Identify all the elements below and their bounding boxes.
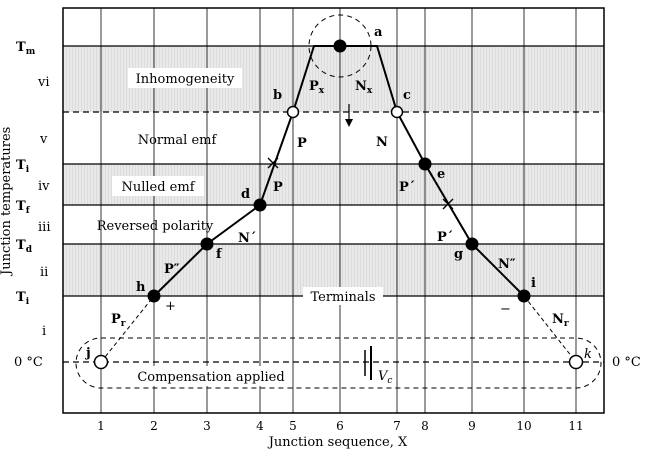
point-label-c: c xyxy=(403,88,411,103)
junction-d xyxy=(253,198,267,212)
segment-labels: Px Nx P P N´ P″ Pr N P´ P´ N″ Nr xyxy=(111,79,569,329)
y-level-labels: Tm Ti Tf Td Ti xyxy=(16,40,36,307)
point-labels: j h f d b a c e g i k xyxy=(85,25,592,362)
point-label-f: f xyxy=(216,247,223,262)
x-tick-labels: 1 2 3 4 5 6 7 8 9 10 11 xyxy=(97,419,583,433)
y-axis-title: Junction temperatures xyxy=(0,127,14,277)
region-label-reversed-polarity: Reversed polarity xyxy=(97,219,214,234)
x-tick-7: 7 xyxy=(393,419,401,433)
y-level-tm: Tm xyxy=(16,40,36,57)
x-tick-1: 1 xyxy=(97,419,105,433)
compensation-boundary xyxy=(75,337,602,389)
segment-label-p-upper-left: P xyxy=(297,136,307,151)
point-label-j: j xyxy=(85,346,91,361)
point-label-b: b xyxy=(273,88,282,103)
y-level-tf: Tf xyxy=(16,199,31,216)
x-tick-10: 10 xyxy=(516,419,531,433)
zone-v: v xyxy=(39,132,48,147)
y-level-zero: 0 °C xyxy=(14,355,43,370)
segment-label-px: Px xyxy=(309,79,325,96)
point-label-h: h xyxy=(136,280,146,295)
segment-label-p-prime-upper: P´ xyxy=(399,180,415,195)
zone-iii: iii xyxy=(38,220,50,235)
plot-frame xyxy=(62,7,605,414)
point-label-e: e xyxy=(437,167,445,182)
region-label-nulled-emf: Nulled emf xyxy=(121,180,195,195)
junction-e xyxy=(418,157,432,171)
cross-marks xyxy=(267,157,454,210)
segment-label-n-upper-right: N xyxy=(376,135,388,150)
point-label-d: d xyxy=(241,187,250,202)
point-label-a: a xyxy=(374,25,383,40)
zone-ii: ii xyxy=(40,265,48,280)
point-label-i: i xyxy=(531,276,536,291)
point-label-k: k xyxy=(584,347,592,362)
y-level-td: Td xyxy=(16,238,33,255)
segment-label-n-double-prime: N″ xyxy=(498,257,516,272)
zone-vi: vi xyxy=(37,75,50,90)
zone-i: i xyxy=(42,324,46,339)
zone-iv: iv xyxy=(38,179,50,194)
down-arrow-icon xyxy=(345,104,353,127)
x-tick-6: 6 xyxy=(336,419,344,433)
segment-label-n-prime: N´ xyxy=(238,231,256,246)
lead-pr xyxy=(100,295,155,363)
junction-f xyxy=(200,237,214,251)
x-tick-3: 3 xyxy=(203,419,211,433)
x-tick-4: 4 xyxy=(256,419,264,433)
segment-label-p-lower-left: P xyxy=(273,180,283,195)
x-tick-9: 9 xyxy=(468,419,476,433)
junction-b xyxy=(286,105,300,119)
junction-k xyxy=(568,354,584,370)
region-label-compensation: Compensation applied xyxy=(137,370,284,385)
segment-label-p-double-prime: P″ xyxy=(164,262,180,277)
junction-a xyxy=(333,39,347,53)
junction-c xyxy=(390,105,404,119)
segment-label-nr: Nr xyxy=(552,312,569,329)
x-tick-5: 5 xyxy=(289,419,297,433)
source-label: Vc xyxy=(378,369,392,386)
junction-points xyxy=(93,39,584,370)
polarity-minus: − xyxy=(500,302,511,317)
segment-label-nx: Nx xyxy=(355,79,373,96)
region-label-terminals: Terminals xyxy=(310,290,375,305)
junction-j xyxy=(93,354,109,370)
battery-icon xyxy=(364,346,372,380)
y-level-ti-lower: Ti xyxy=(16,290,30,307)
region-label-normal-emf: Normal emf xyxy=(138,133,218,148)
region-label-inhomogeneity: Inhomogeneity xyxy=(136,72,235,87)
segment-label-p-prime-lower: P´ xyxy=(437,230,453,245)
x-axis-title: Junction sequence, X xyxy=(267,435,408,450)
x-tick-2: 2 xyxy=(150,419,158,433)
junction-h xyxy=(147,289,161,303)
x-tick-11: 11 xyxy=(568,419,583,433)
y-level-ti-upper: Ti xyxy=(16,158,30,175)
lead-nr xyxy=(523,295,577,363)
zone-labels: vi v iv iii ii i xyxy=(37,75,50,339)
junction-i xyxy=(517,289,531,303)
polarity-plus: + xyxy=(165,299,176,314)
segment-label-pr: Pr xyxy=(111,312,126,329)
y-level-zero-right: 0 °C xyxy=(612,355,641,370)
x-tick-8: 8 xyxy=(421,419,429,433)
point-label-g: g xyxy=(454,247,463,262)
junction-g xyxy=(465,237,479,251)
